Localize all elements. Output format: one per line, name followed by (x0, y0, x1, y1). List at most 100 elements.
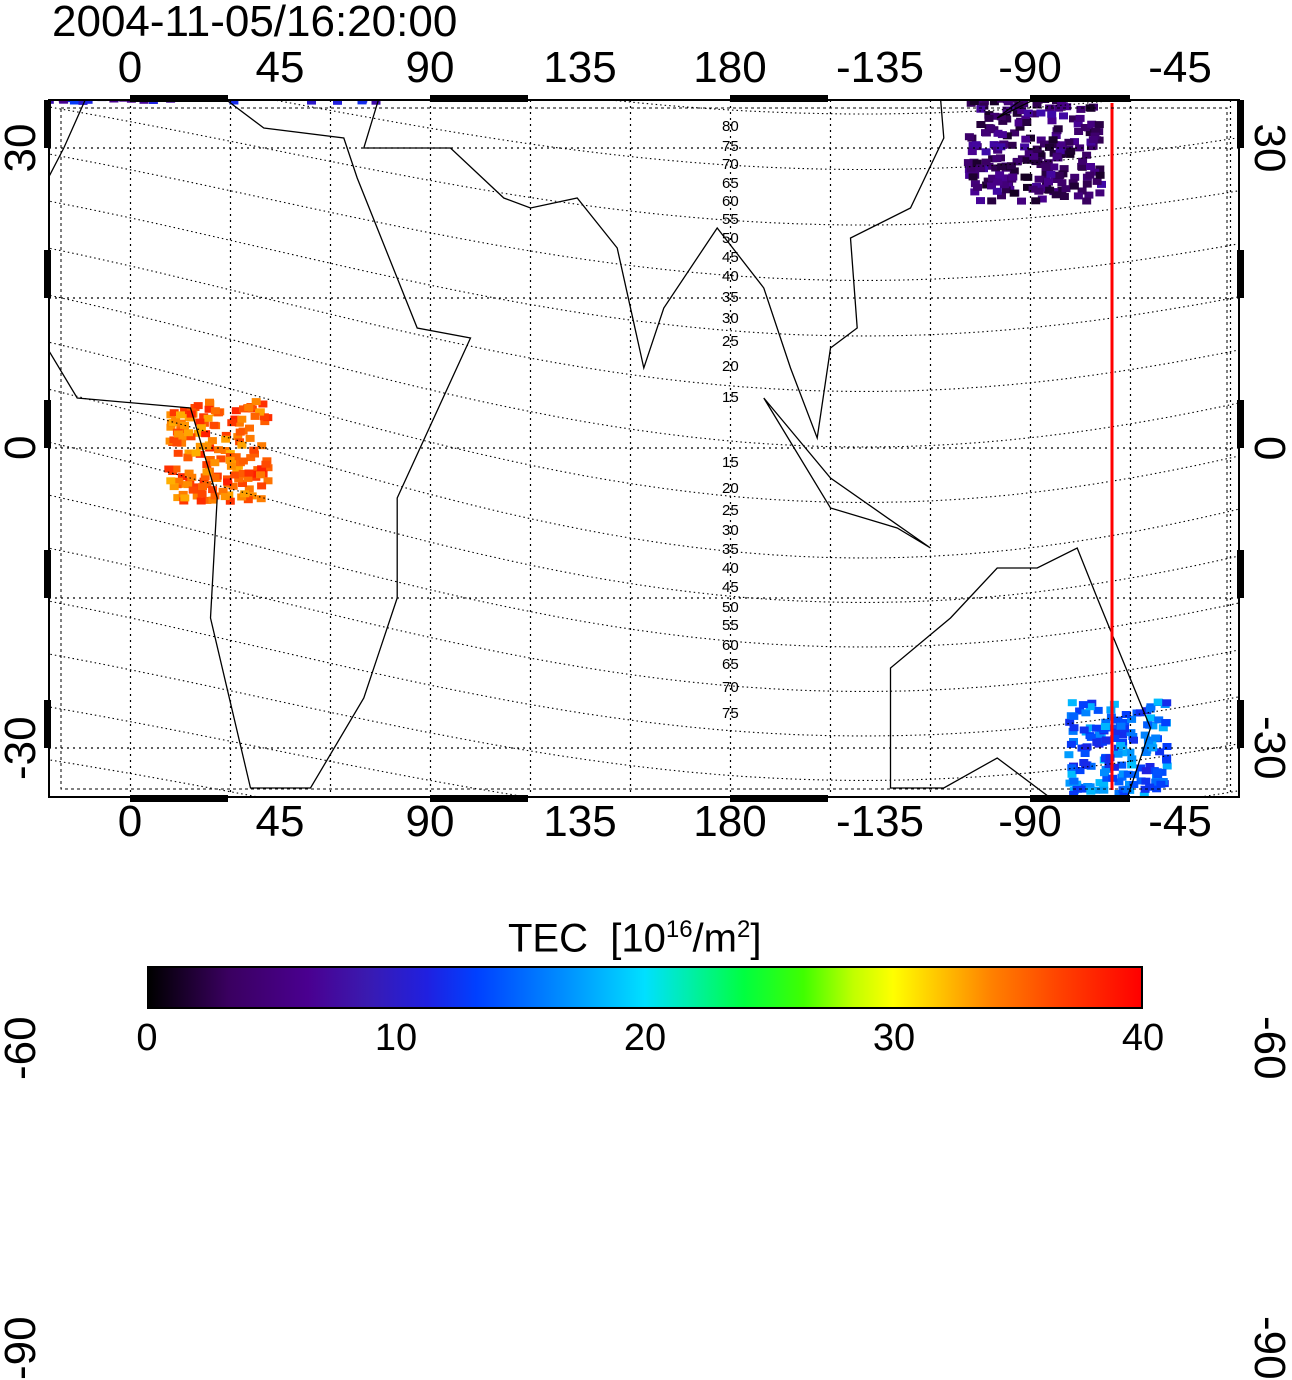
tec-cell (161, 50, 170, 57)
tec-cell (193, 18, 202, 25)
tec-cell (102, 86, 111, 93)
tec-cell (55, 42, 64, 49)
tec-cell (385, 58, 394, 65)
tec-cell (365, 47, 374, 54)
tec-cell (66, 16, 75, 23)
tec-cell (165, 73, 174, 80)
tec-cell (39, 0, 48, 2)
tec-cell (152, 18, 161, 25)
tec-cell (263, 0, 272, 4)
tec-cell (354, 50, 363, 57)
tec-cell (362, 11, 371, 18)
tec-cell (205, 28, 214, 35)
tec-cell (333, 67, 342, 74)
tec-cell (198, 59, 207, 66)
tec-cell (261, 33, 270, 40)
tec-cell (319, 33, 328, 40)
tec-cell (206, 33, 215, 40)
tec-cell (148, 63, 157, 70)
tec-cell (323, 36, 332, 43)
tec-cell (308, 9, 317, 16)
tec-cell (142, 1, 151, 8)
tec-cell (214, 0, 223, 3)
tec-cell (318, 52, 327, 59)
tec-cell (181, 12, 190, 19)
tec-cell (89, 16, 98, 23)
tec-cell (66, 77, 75, 84)
tec-cell (77, 71, 86, 78)
tec-cell (327, 33, 336, 40)
tec-cell (182, 39, 191, 46)
tec-cell (66, 3, 75, 10)
tec-cell (369, 33, 378, 40)
tec-cell (340, 20, 349, 27)
tec-cell (377, 87, 386, 94)
tec-cell (248, 26, 257, 33)
tec-cell (369, 26, 378, 33)
tec-cell (326, 50, 335, 57)
tec-cell (225, 78, 234, 85)
tec-cell (391, 21, 400, 28)
tec-cell (173, 78, 182, 85)
tec-cell (262, 32, 271, 39)
tec-cell (240, 50, 249, 57)
tec-cell (242, 80, 251, 87)
tec-cell (204, 13, 213, 20)
tec-cell (159, 18, 168, 25)
tec-cell (93, 2, 102, 9)
tec-cell (359, 20, 368, 27)
tec-cell (202, 31, 211, 38)
tec-cell (84, 66, 93, 73)
tec-cell (94, 45, 103, 52)
tec-cell (108, 1, 117, 8)
tec-cell (144, 34, 153, 41)
tec-cell (223, 0, 232, 3)
tec-cell (179, 12, 188, 19)
tec-cell (98, 41, 107, 48)
tec-cell (322, 0, 331, 3)
tec-cell (258, 5, 267, 12)
tec-cell (146, 64, 155, 71)
tec-cell (373, 82, 382, 89)
tec-cell (184, 86, 193, 93)
tec-cell (333, 98, 342, 105)
tec-cell (143, 48, 152, 55)
tec-cell (347, 54, 356, 61)
tec-cell (193, 88, 202, 95)
tec-cell (183, 40, 192, 47)
tec-cell (176, 84, 185, 91)
tec-cell (46, 35, 55, 42)
tec-cell (325, 63, 334, 70)
tec-cell (385, 93, 394, 100)
tec-cell (178, 66, 187, 73)
tec-cell (222, 22, 231, 29)
tec-cell (193, 53, 202, 60)
tec-cell (348, 58, 357, 65)
tec-cell (216, 31, 225, 38)
tec-cell (303, 0, 312, 2)
tec-cell (171, 0, 180, 1)
tec-cell (48, 5, 57, 12)
tec-cell (220, 24, 229, 31)
tec-cell (242, 84, 251, 91)
tec-cell (305, 24, 314, 31)
tec-cell (43, 0, 52, 6)
tec-cell (280, 0, 289, 4)
tec-cell (215, 53, 224, 60)
tec-cell (331, 33, 340, 40)
tec-cell (387, 7, 396, 14)
tec-cell (169, 87, 178, 94)
tec-cell (162, 79, 171, 86)
tec-cell (367, 4, 376, 11)
tec-cell (71, 70, 80, 77)
tec-cell (103, 83, 112, 90)
tec-cell (395, 81, 404, 88)
tec-cell (243, 87, 252, 94)
tec-cell (273, 21, 282, 28)
tec-cell (67, 5, 76, 12)
tec-cell (178, 49, 187, 56)
tec-cell (52, 87, 61, 94)
tec-cell (358, 40, 367, 47)
tec-cell (323, 67, 332, 74)
tec-cell (81, 45, 90, 52)
